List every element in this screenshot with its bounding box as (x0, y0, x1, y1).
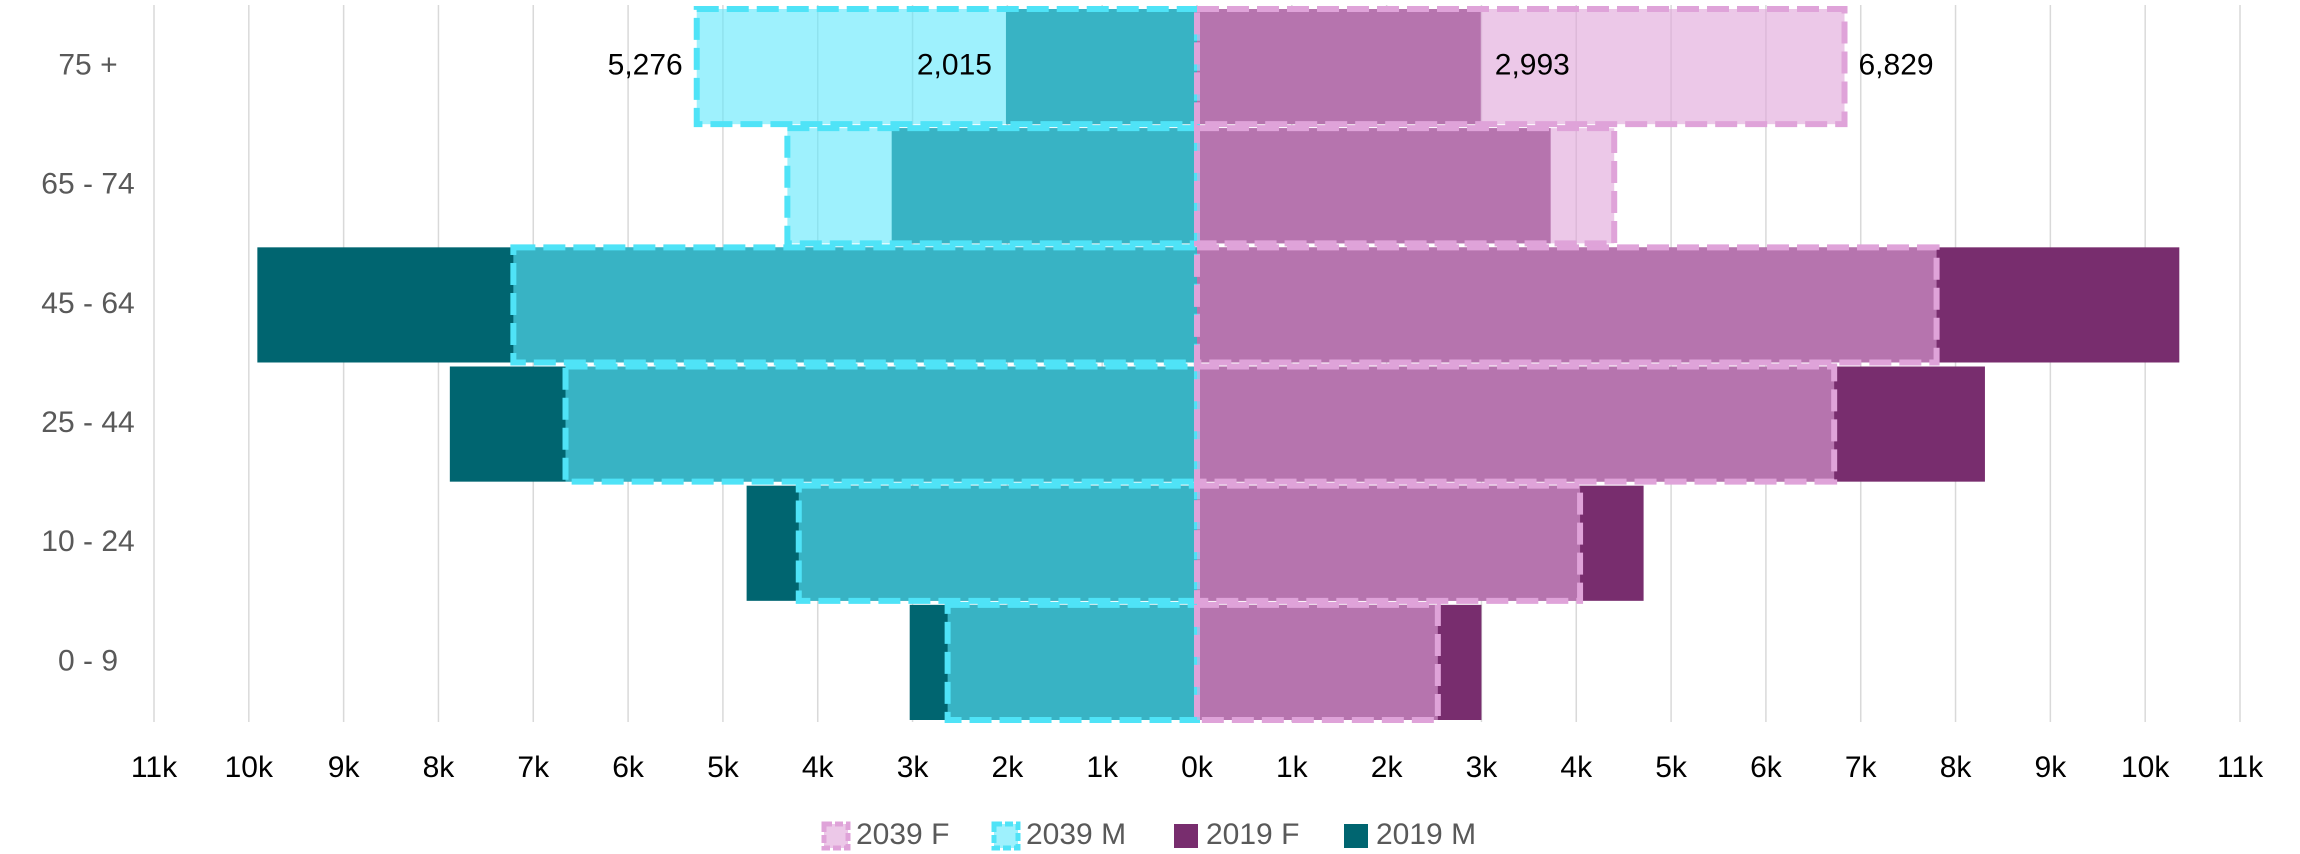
x-tick-label: 2k (1371, 751, 1404, 784)
x-tick-label: 1k (1276, 751, 1309, 784)
data-label: 6,829 (1859, 49, 1934, 82)
bar (784, 125, 1200, 247)
x-tick-label: 11k (2217, 751, 2264, 784)
bar (1194, 244, 1940, 366)
legend-label: 2039 F (856, 818, 949, 851)
bar (795, 482, 1200, 604)
x-tick-label: 5k (1655, 751, 1688, 784)
legend-label: 2039 M (1026, 818, 1126, 851)
bar (1194, 601, 1441, 723)
bar (1194, 482, 1584, 604)
x-tick-label: 6k (612, 751, 645, 784)
bar (562, 363, 1200, 485)
legend-swatch (821, 821, 851, 851)
x-tick-label: 11k (131, 751, 178, 784)
x-tick-label: 3k (1466, 751, 1499, 784)
x-tick-label: 10k (2121, 751, 2170, 784)
y-tick-label: 0 - 9 (58, 644, 118, 677)
x-tick-label: 4k (1560, 751, 1593, 784)
data-label: 2,015 (917, 49, 992, 82)
x-tick-label: 0k (1181, 751, 1214, 784)
data-label: 5,276 (608, 49, 683, 82)
bar (944, 601, 1200, 723)
x-tick-label: 7k (517, 751, 550, 784)
x-tick-label: 8k (423, 751, 456, 784)
x-tick-label: 9k (2035, 751, 2068, 784)
x-tick-label: 8k (1940, 751, 1973, 784)
bar (1194, 6, 1848, 128)
legend-swatch (1174, 824, 1198, 848)
y-tick-label: 45 - 64 (41, 287, 134, 320)
x-tick-label: 9k (328, 751, 361, 784)
bar (510, 244, 1200, 366)
y-tick-label: 65 - 74 (41, 168, 134, 201)
data-label: 2,993 (1495, 49, 1570, 82)
bar (1194, 363, 1838, 485)
x-tick-label: 5k (707, 751, 740, 784)
x-tick-label: 1k (1086, 751, 1119, 784)
y-tick-label: 10 - 24 (41, 525, 134, 558)
x-tick-label: 7k (1845, 751, 1878, 784)
y-tick-label: 25 - 44 (41, 406, 134, 439)
legend-swatch (991, 821, 1021, 851)
x-tick-label: 6k (1750, 751, 1783, 784)
x-tick-label: 4k (802, 751, 835, 784)
x-tick-label: 3k (897, 751, 930, 784)
bar (693, 6, 1200, 128)
y-tick-label: 75 + (58, 49, 117, 82)
x-tick-label: 10k (225, 751, 274, 784)
x-tick-label: 2k (992, 751, 1025, 784)
legend-swatch (1344, 824, 1368, 848)
legend-label: 2019 M (1376, 818, 1476, 851)
bar (1194, 125, 1618, 247)
legend-label: 2019 F (1206, 818, 1299, 851)
